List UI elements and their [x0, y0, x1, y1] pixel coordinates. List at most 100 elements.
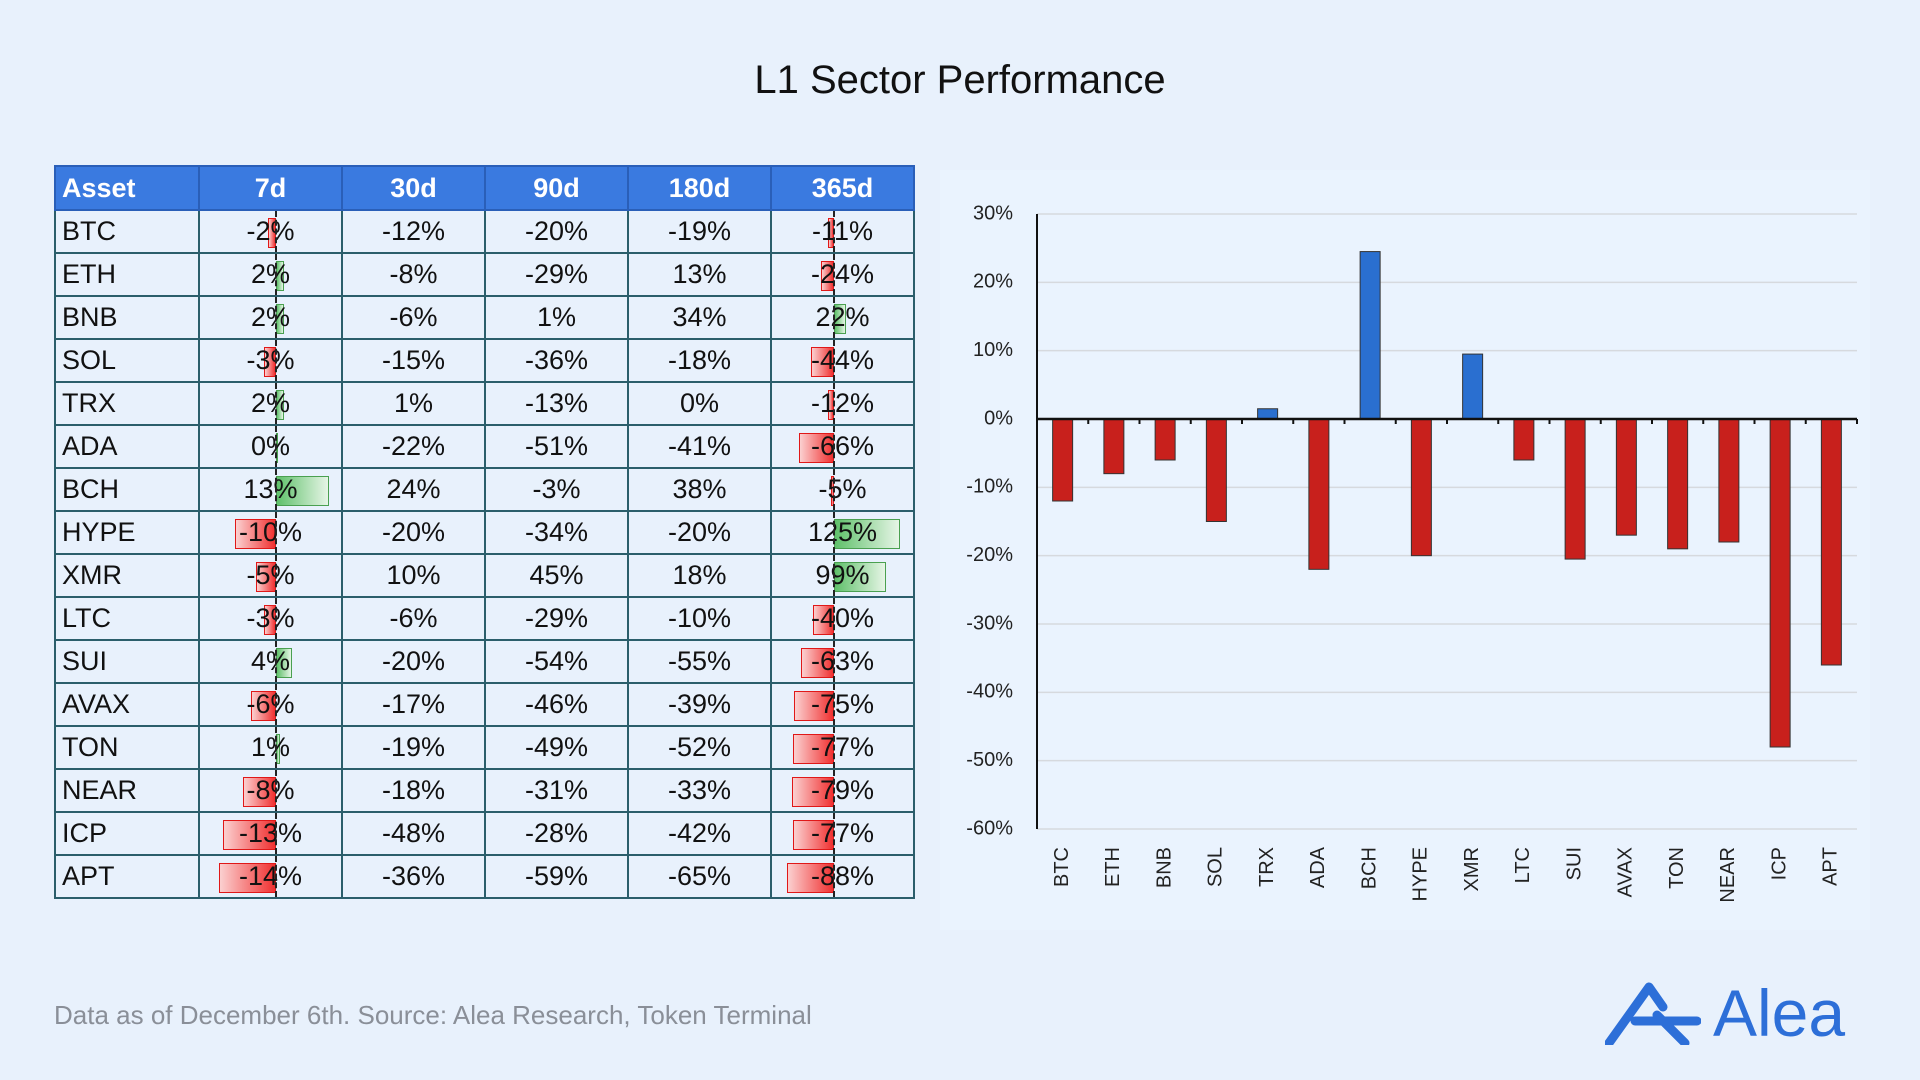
cell: -63%: [770, 639, 915, 684]
table-row: BTC -2% -12% -20% -19% -11%: [54, 209, 915, 254]
bar: [1205, 418, 1227, 522]
cell-text: 1%: [250, 732, 291, 762]
cell: -20%: [484, 209, 629, 254]
table-row: LTC -3% -6% -29% -10% -40%: [54, 596, 915, 641]
cell: -19%: [341, 725, 486, 770]
cell: 38%: [627, 467, 772, 512]
cell: -54%: [484, 639, 629, 684]
column-header: Asset: [54, 165, 200, 211]
asset-cell: ICP: [54, 811, 200, 856]
cell-text: -59%: [524, 861, 589, 891]
asset-cell: TRX: [54, 381, 200, 426]
zero-axis: [833, 813, 835, 854]
zero-axis: [275, 469, 277, 510]
cell: -65%: [627, 854, 772, 899]
y-tick-label: -50%: [966, 749, 1013, 771]
zero-axis: [275, 426, 277, 467]
cell: -13%: [198, 811, 343, 856]
x-tick-label: ADA: [1307, 846, 1329, 888]
cell: -10%: [627, 596, 772, 641]
zero-axis: [275, 856, 277, 897]
zero-axis: [275, 684, 277, 725]
bar: [1103, 418, 1125, 475]
cell-text: -77%: [810, 732, 875, 762]
cell-text: BNB: [62, 302, 118, 332]
cell: -33%: [627, 768, 772, 813]
asset-cell: TON: [54, 725, 200, 770]
table-row: XMR -5% 10% 45% 18% 99%: [54, 553, 915, 598]
y-tick-label: -20%: [966, 544, 1013, 566]
cell: -55%: [627, 639, 772, 684]
zero-axis: [833, 340, 835, 381]
cell: -22%: [341, 424, 486, 469]
data-bar: [787, 863, 834, 893]
cell: -14%: [198, 854, 343, 899]
cell: -12%: [770, 381, 915, 426]
cell: -36%: [341, 854, 486, 899]
zero-axis: [275, 297, 277, 338]
cell: -40%: [770, 596, 915, 641]
column-header: 90d: [484, 165, 629, 211]
cell: -10%: [198, 510, 343, 555]
table-row: ICP -13% -48% -28% -42% -77%: [54, 811, 915, 856]
cell-text: 45%: [529, 560, 584, 590]
footnote: Data as of December 6th. Source: Alea Re…: [54, 1000, 812, 1030]
cell: -2%: [198, 209, 343, 254]
zero-axis: [833, 555, 835, 596]
column-header: 180d: [627, 165, 772, 211]
cell-text: -75%: [810, 689, 875, 719]
cell-text: ICP: [62, 818, 108, 848]
cell: -31%: [484, 768, 629, 813]
cell: -29%: [484, 252, 629, 297]
zero-axis: [275, 813, 277, 854]
cell: 45%: [484, 553, 629, 598]
asset-cell: ETH: [54, 252, 200, 297]
cell-text: -2%: [246, 216, 295, 246]
zero-axis: [275, 254, 277, 295]
zero-axis: [833, 598, 835, 639]
cell-text: XMR: [62, 560, 122, 590]
cell-text: ADA: [62, 431, 118, 461]
cell-text: -17%: [381, 689, 446, 719]
cell: -66%: [770, 424, 915, 469]
cell-text: -13%: [524, 388, 589, 418]
y-tick-label: -60%: [966, 817, 1013, 839]
cell-text: 22%: [815, 302, 870, 332]
bar: [1359, 251, 1381, 420]
cell-text: SUI: [62, 646, 108, 676]
bar: [1615, 418, 1637, 536]
data-bar: [218, 863, 276, 893]
asset-cell: BNB: [54, 295, 200, 340]
cell-text: LTC: [62, 603, 112, 633]
x-tick-label: TON: [1666, 847, 1688, 889]
cell-text: -6%: [246, 689, 295, 719]
cell-text: -79%: [810, 775, 875, 805]
zero-axis: [833, 254, 835, 295]
cell-text: -20%: [381, 646, 446, 676]
cell-text: -19%: [381, 732, 446, 762]
cell: -29%: [484, 596, 629, 641]
asset-cell: BCH: [54, 467, 200, 512]
performance-table: Asset 7d 30d 90d 180d 365d BTC -2% -12% -20% -19% -…: [54, 165, 915, 899]
cell: -48%: [341, 811, 486, 856]
zero-axis: [275, 727, 277, 768]
cell: -13%: [484, 381, 629, 426]
cell-text: -36%: [524, 345, 589, 375]
cell: -8%: [341, 252, 486, 297]
cell-text: 38%: [672, 474, 727, 504]
cell-text: -31%: [524, 775, 589, 805]
zero-axis: [275, 555, 277, 596]
cell-text: 4%: [250, 646, 291, 676]
x-tick-label: BTC: [1051, 847, 1073, 887]
bar: [1154, 418, 1176, 461]
bar: [1820, 418, 1842, 666]
zero-axis: [833, 770, 835, 811]
data-bar: [834, 519, 901, 549]
cell-text: -48%: [381, 818, 446, 848]
cell-text: -33%: [667, 775, 732, 805]
cell-text: -77%: [810, 818, 875, 848]
cell: -52%: [627, 725, 772, 770]
table-row: AVAX -6% -17% -46% -39% -75%: [54, 682, 915, 727]
cell-text: 10%: [386, 560, 441, 590]
y-tick-label: 20%: [973, 271, 1013, 293]
